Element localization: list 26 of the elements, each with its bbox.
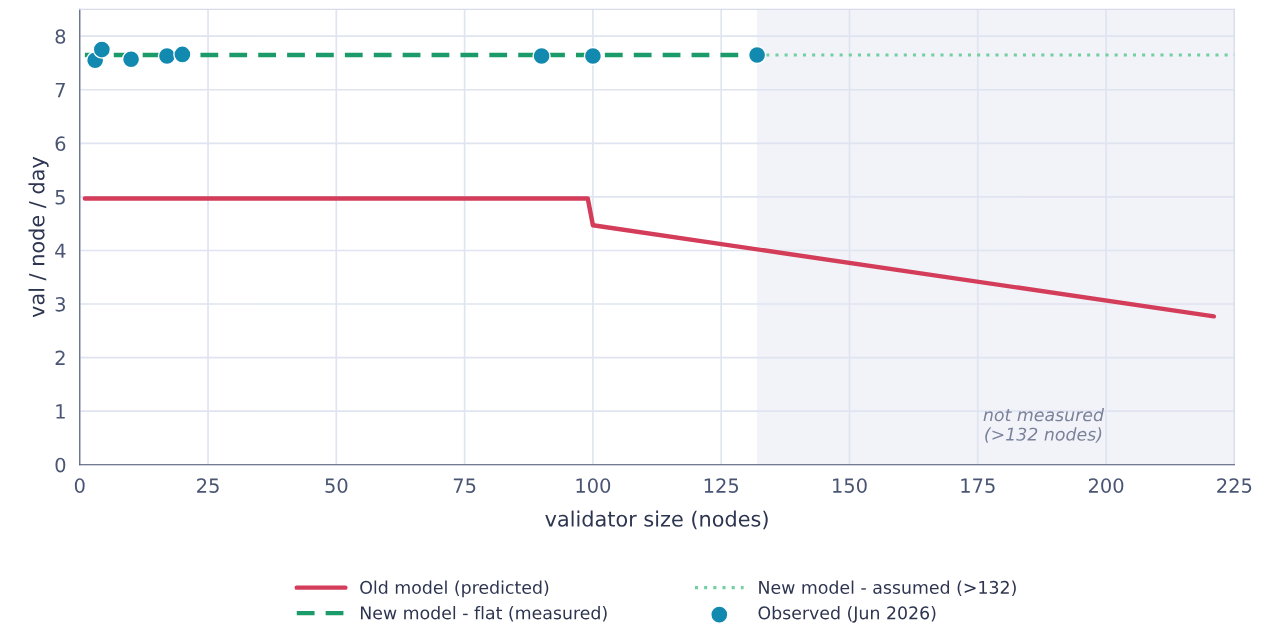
legend-label: New model - assumed (>132) [759, 580, 1016, 596]
x-tick-label: 75 [453, 478, 476, 493]
x-tick-label: 175 [961, 478, 995, 493]
x-tick-label: 150 [833, 478, 867, 493]
x-tick-label: 200 [1088, 478, 1124, 493]
y-tick-label: 0 [55, 457, 66, 473]
legend-label: Observed (Jun 2026) [758, 605, 936, 623]
legend-label: New model - flat (measured) [360, 605, 607, 622]
x-tick-label: 0 [74, 478, 85, 493]
y-tick-label: 1 [56, 404, 65, 419]
x-tick-label: 50 [325, 478, 348, 493]
legend-label: Old model (predicted) [360, 580, 549, 598]
x-tick-label: 100 [576, 478, 611, 493]
x-tick-label: 125 [704, 478, 739, 493]
y-tick-label: 2 [55, 350, 65, 365]
y-axis-title: val / node / day [28, 156, 49, 318]
y-tick-label: 8 [55, 29, 66, 44]
band-label: not measured (>132 nodes) [983, 407, 1105, 443]
y-tick-label: 3 [55, 296, 65, 312]
y-tick-label: 7 [55, 82, 65, 98]
x-axis-title: validator size (nodes) [545, 510, 768, 530]
y-tick-label: 5 [55, 190, 65, 205]
x-tick-label: 225 [1217, 478, 1252, 493]
x-tick-label: 25 [197, 478, 219, 493]
y-tick-label: 4 [55, 243, 66, 258]
y-tick-label: 6 [55, 136, 66, 151]
